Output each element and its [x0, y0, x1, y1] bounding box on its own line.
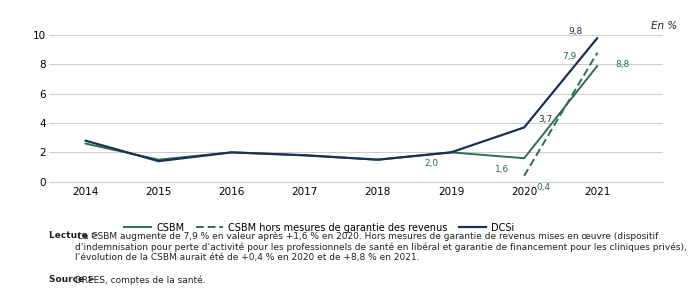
- Text: Source >: Source >: [49, 275, 95, 285]
- Text: 9,8: 9,8: [568, 27, 582, 36]
- Text: DREES, comptes de la santé.: DREES, comptes de la santé.: [73, 275, 206, 285]
- Text: En %: En %: [651, 21, 677, 30]
- Text: 3,7: 3,7: [538, 115, 552, 124]
- Text: 2,0: 2,0: [424, 159, 438, 168]
- Text: 7,9: 7,9: [563, 52, 577, 61]
- Text: 0,4: 0,4: [537, 183, 551, 192]
- Text: Lecture >: Lecture >: [49, 231, 98, 241]
- Text: 8,8: 8,8: [615, 60, 630, 69]
- Text: La CSBM augmente de 7,9 % en valeur après +1,6 % en 2020. Hors mesures de garant: La CSBM augmente de 7,9 % en valeur aprè…: [75, 231, 687, 262]
- Legend: CSBM, CSBM hors mesures de garantie des revenus, DCSi: CSBM, CSBM hors mesures de garantie des …: [120, 219, 518, 236]
- Text: 1,6: 1,6: [495, 165, 509, 174]
